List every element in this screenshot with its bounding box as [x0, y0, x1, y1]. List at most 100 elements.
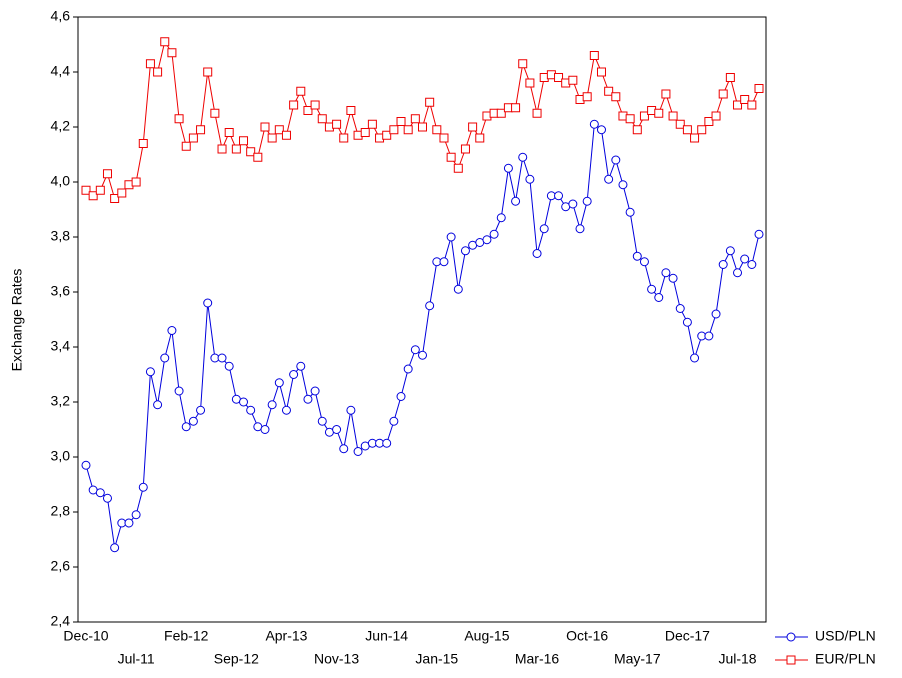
- square-marker: [661, 89, 671, 99]
- square-marker: [654, 108, 664, 118]
- circle-marker: [188, 416, 198, 426]
- circle-marker: [224, 361, 234, 371]
- y-tick-label: 4,4: [51, 63, 71, 79]
- square-marker: [188, 133, 198, 143]
- circle-marker: [786, 632, 796, 642]
- square-marker: [196, 125, 206, 135]
- square-marker: [704, 117, 714, 126]
- square-marker: [668, 111, 678, 121]
- circle-marker: [525, 174, 535, 184]
- circle-marker: [582, 196, 592, 206]
- square-marker: [432, 125, 442, 135]
- x-tick-label: Dec-17: [665, 628, 710, 644]
- circle-marker: [181, 422, 191, 432]
- y-tick-label: 3,2: [51, 393, 71, 409]
- square-marker: [367, 119, 377, 129]
- circle-marker: [639, 257, 649, 267]
- square-marker: [518, 59, 528, 69]
- square-marker: [210, 108, 220, 118]
- circle-marker: [339, 444, 349, 454]
- circle-marker: [317, 416, 327, 426]
- square-marker: [181, 141, 191, 151]
- x-tick-label: Jun-14: [365, 628, 408, 644]
- x-tick-label: Oct-16: [566, 628, 608, 644]
- circle-marker: [482, 235, 492, 245]
- circle-marker: [446, 232, 456, 242]
- circle-marker: [453, 284, 463, 294]
- circle-marker: [396, 392, 406, 401]
- circle-marker: [718, 260, 728, 269]
- circle-marker: [346, 405, 356, 415]
- series-line: [85, 123, 760, 548]
- circle-marker: [274, 378, 284, 388]
- circle-marker: [153, 400, 163, 410]
- square-marker: [281, 130, 291, 140]
- square-marker: [525, 78, 535, 88]
- square-marker: [253, 152, 263, 162]
- circle-marker: [661, 268, 671, 278]
- x-tick-label: Apr-13: [265, 628, 307, 644]
- square-marker: [260, 122, 270, 132]
- square-marker: [632, 125, 642, 135]
- square-marker: [289, 100, 299, 110]
- y-axis-label: Exchange Rates: [9, 269, 25, 372]
- circle-marker: [460, 246, 470, 256]
- square-marker: [332, 119, 342, 129]
- square-marker: [403, 125, 413, 135]
- circle-marker: [675, 304, 685, 313]
- plot-frame: [77, 16, 767, 623]
- square-marker: [153, 67, 163, 77]
- circle-marker: [740, 254, 750, 264]
- circle-marker: [511, 196, 521, 206]
- square-marker: [786, 655, 796, 665]
- y-tick-label: 3,8: [51, 228, 71, 244]
- circle-marker: [303, 394, 313, 404]
- circle-marker: [102, 493, 112, 503]
- x-tick-label: Jan-15: [415, 651, 458, 667]
- circle-marker: [353, 447, 363, 456]
- circle-marker: [668, 273, 678, 283]
- y-tick-label: 2,8: [51, 503, 71, 519]
- square-marker: [138, 139, 148, 148]
- circle-marker: [289, 370, 299, 379]
- square-marker: [446, 152, 456, 162]
- square-marker: [117, 188, 127, 198]
- circle-marker: [575, 224, 585, 234]
- x-tick-label: Sep-12: [214, 651, 259, 667]
- legend-label: EUR/PLN: [815, 651, 876, 667]
- circle-marker: [260, 425, 270, 434]
- circle-marker: [647, 284, 657, 294]
- y-tick-label: 2,6: [51, 558, 71, 574]
- circle-marker: [110, 543, 120, 553]
- square-marker: [675, 119, 685, 129]
- circle-marker: [389, 416, 399, 426]
- square-marker: [418, 122, 427, 132]
- square-marker: [382, 130, 392, 140]
- circle-marker: [217, 353, 227, 363]
- square-marker: [346, 106, 356, 115]
- circle-marker: [403, 364, 413, 374]
- circle-marker: [131, 510, 141, 520]
- square-marker: [532, 108, 542, 118]
- circle-marker: [618, 180, 628, 190]
- circle-marker: [310, 386, 320, 396]
- circle-marker: [425, 301, 435, 311]
- square-marker: [740, 95, 750, 104]
- circle-marker: [496, 213, 506, 223]
- square-marker: [167, 48, 177, 58]
- y-tick-label: 3,4: [51, 338, 71, 354]
- circle-marker: [196, 405, 206, 415]
- square-marker: [639, 111, 649, 121]
- square-marker: [317, 114, 327, 124]
- circle-marker: [332, 425, 342, 434]
- square-marker: [274, 125, 284, 135]
- square-marker: [310, 100, 320, 110]
- square-marker: [711, 111, 721, 121]
- square-marker: [625, 114, 635, 124]
- circle-marker: [711, 309, 721, 319]
- square-marker: [246, 147, 256, 157]
- y-tick-label: 4,0: [51, 173, 71, 189]
- circle-marker: [611, 155, 621, 165]
- circle-marker: [145, 367, 155, 377]
